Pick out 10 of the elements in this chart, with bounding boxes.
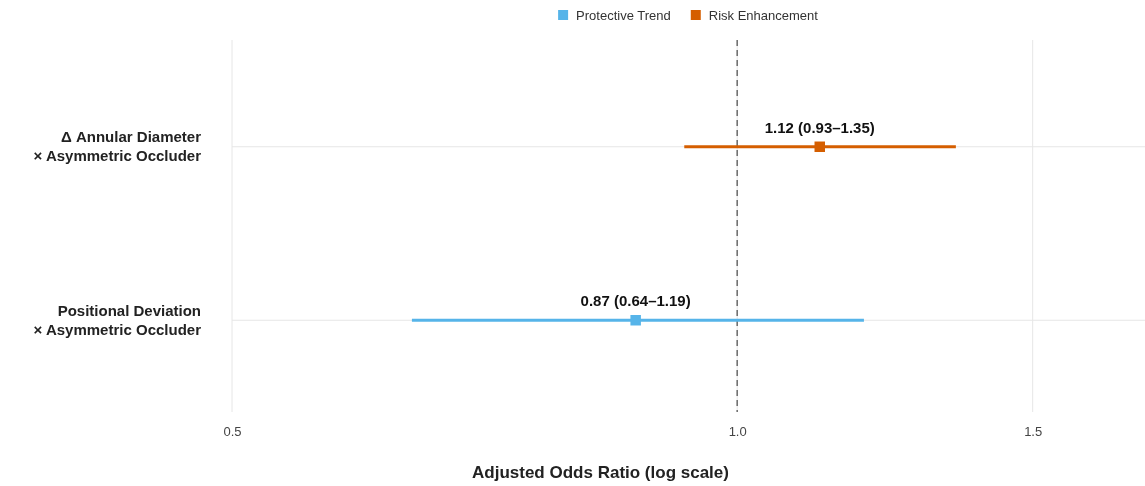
legend-label: Risk Enhancement xyxy=(708,8,819,23)
y-tick-label: Δ Annular Diameter × Asymmetric Occluder xyxy=(33,128,202,165)
y-tick-label: Positional Deviation × Asymmetric Occluder xyxy=(33,301,202,338)
x-tick-label: 1.0 xyxy=(728,424,747,440)
x-tick-label: 1.5 xyxy=(1024,424,1043,440)
data-label: 1.12 (0.93–1.35) xyxy=(764,118,875,136)
x-axis-title: Adjusted Odds Ratio (log scale) xyxy=(472,463,729,482)
data-label: 0.87 (0.64–1.19) xyxy=(580,292,691,310)
x-tick-label: 0.5 xyxy=(223,424,242,440)
legend-label: Protective Trend xyxy=(576,8,671,23)
